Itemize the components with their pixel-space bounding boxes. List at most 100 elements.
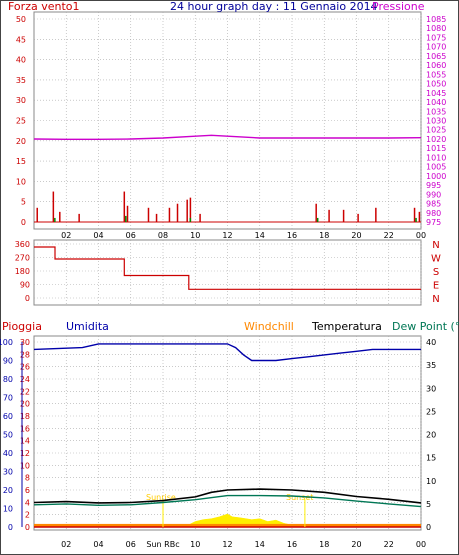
temp-x-tick-label: 12 (222, 540, 232, 549)
wind-y-tick-label: 35 (16, 76, 26, 85)
wind-x-tick-label: 10 (190, 231, 200, 240)
pressure-y-tick-label: 1065 (426, 52, 446, 61)
pressure-y-tick-label: 995 (426, 181, 441, 190)
temp-x-tick-label: 00 (416, 540, 426, 549)
pressure-label: Pressione (372, 0, 425, 13)
wind-y-tick-label: 40 (16, 56, 26, 65)
temp-y-tick-label: 25 (426, 407, 436, 416)
wind-x-tick-label: 16 (287, 231, 297, 240)
rain-y-tick-label: 2 (25, 511, 30, 520)
windchill-label: Windchill (244, 320, 294, 333)
direction-compass-label: E (433, 281, 439, 292)
pressure-y-tick-label: 1040 (426, 98, 446, 107)
temp-y-tick-label: 10 (426, 477, 436, 486)
humidity-y-tick-label: 10 (3, 505, 13, 514)
temp-y-tick-label: 15 (426, 454, 436, 463)
rain-y-tick-label: 4 (25, 498, 30, 507)
pressure-y-tick-label: 980 (426, 209, 441, 218)
wind-x-tick-label: 14 (255, 231, 265, 240)
temperature-label: Temperatura (311, 320, 382, 333)
sunrise-annotation: Sunrise (146, 493, 176, 502)
pressure-y-tick-label: 1015 (426, 144, 446, 153)
humidity-y-tick-label: 0 (8, 523, 13, 532)
sunset-annotation: Sunset (286, 493, 313, 502)
wind-x-tick-label: 22 (384, 231, 394, 240)
pressure-y-tick-label: 1020 (426, 135, 446, 144)
chart-marks: 02 04 06 08 10 12 14 16 18 20 22 000510152025303540… (0, 12, 446, 549)
rain-y-tick-label: 16 (20, 424, 30, 433)
pressure-y-tick-label: 1080 (426, 24, 446, 33)
dewpoint-label: Dew Point (°C (392, 320, 459, 333)
wind-y-tick-label: 15 (16, 157, 26, 166)
temp-x-tick-label: 22 (384, 540, 394, 549)
humidity-y-tick-label: 90 (3, 357, 13, 366)
humidity-series-line (33, 343, 421, 362)
wind-x-tick-label: 06 (126, 231, 136, 240)
rain-y-tick-label: 22 (20, 387, 30, 396)
temperature-series-line (33, 488, 422, 504)
pressure-y-tick-label: 1025 (426, 126, 446, 135)
rain-y-tick-label: 0 (25, 523, 30, 532)
wind-y-tick-label: 30 (16, 96, 26, 105)
direction-y-tick-label: 90 (20, 281, 30, 290)
wind-x-tick-label: 18 (319, 231, 329, 240)
temp-y-tick-label: 0 (426, 523, 431, 532)
temp-x-tick-label: 14 (255, 540, 265, 549)
wind-y-tick-label: 0 (21, 218, 26, 227)
rain-y-tick-label: 8 (25, 474, 30, 483)
direction-compass-label: S (433, 267, 439, 278)
wind-y-tick-label: 45 (16, 35, 26, 44)
direction-y-tick-label: 180 (15, 267, 30, 276)
direction-y-tick-label: 270 (15, 254, 30, 263)
humidity-label: Umidita (66, 320, 109, 333)
dewpoint-series-line (33, 494, 422, 508)
pressure-y-tick-label: 990 (426, 190, 441, 199)
temp-y-tick-label: 5 (426, 500, 431, 509)
rain-y-tick-label: 20 (20, 400, 30, 409)
rain-y-tick-label: 28 (20, 350, 30, 359)
temp-y-tick-label: 30 (426, 384, 436, 393)
wind-y-tick-label: 20 (16, 137, 26, 146)
rain-y-tick-label: 18 (20, 412, 30, 421)
temp-y-tick-label: 40 (426, 338, 436, 347)
pressure-y-tick-label: 1030 (426, 117, 446, 126)
pressure-y-tick-label: 1060 (426, 61, 446, 70)
temp-x-tick-label: 16 (287, 540, 297, 549)
rain-y-tick-label: 30 (20, 338, 30, 347)
humidity-y-tick-label: 40 (3, 449, 13, 458)
pressure-series-line (33, 134, 422, 141)
humidity-y-tick-label: 100 (0, 338, 13, 347)
temp-x-tick-label: 10 (190, 540, 200, 549)
wind-y-tick-label: 5 (21, 198, 26, 207)
rain-y-tick-label: 26 (20, 363, 30, 372)
pressure-y-tick-label: 1055 (426, 70, 446, 79)
pressure-y-tick-label: 1035 (426, 107, 446, 116)
graph-title: 24 hour graph day : 11 Gennaio 2014 (170, 0, 378, 13)
wind-x-tick-label: 08 (158, 231, 168, 240)
pressure-y-tick-label: 1085 (426, 15, 446, 24)
humidity-y-tick-label: 50 (3, 431, 13, 440)
pressure-y-tick-label: 1050 (426, 80, 446, 89)
pressure-y-tick-label: 1075 (426, 33, 446, 42)
pressure-y-tick-label: 1045 (426, 89, 446, 98)
wind-x-tick-label: 20 (351, 231, 361, 240)
humidity-y-tick-label: 20 (3, 486, 13, 495)
pressure-y-tick-label: 1010 (426, 153, 446, 162)
pressure-y-tick-label: 975 (426, 218, 441, 227)
temp-x-tick-label: 20 (351, 540, 361, 549)
wind-x-tick-label: 12 (222, 231, 232, 240)
wind-x-tick-label: 02 (61, 231, 71, 240)
pressure-y-tick-label: 985 (426, 200, 441, 209)
direction-y-tick-label: 360 (15, 240, 30, 249)
rain-y-tick-label: 24 (20, 375, 30, 384)
humidity-y-tick-label: 60 (3, 412, 13, 421)
temp-y-tick-label: 35 (426, 361, 436, 370)
temp-y-tick-label: 20 (426, 431, 436, 440)
wind-x-tick-label: 00 (416, 231, 426, 240)
humidity-y-tick-label: 30 (3, 468, 13, 477)
wind-speed-label: Forza vento1 (8, 0, 80, 13)
direction-compass-label: N (432, 240, 439, 251)
